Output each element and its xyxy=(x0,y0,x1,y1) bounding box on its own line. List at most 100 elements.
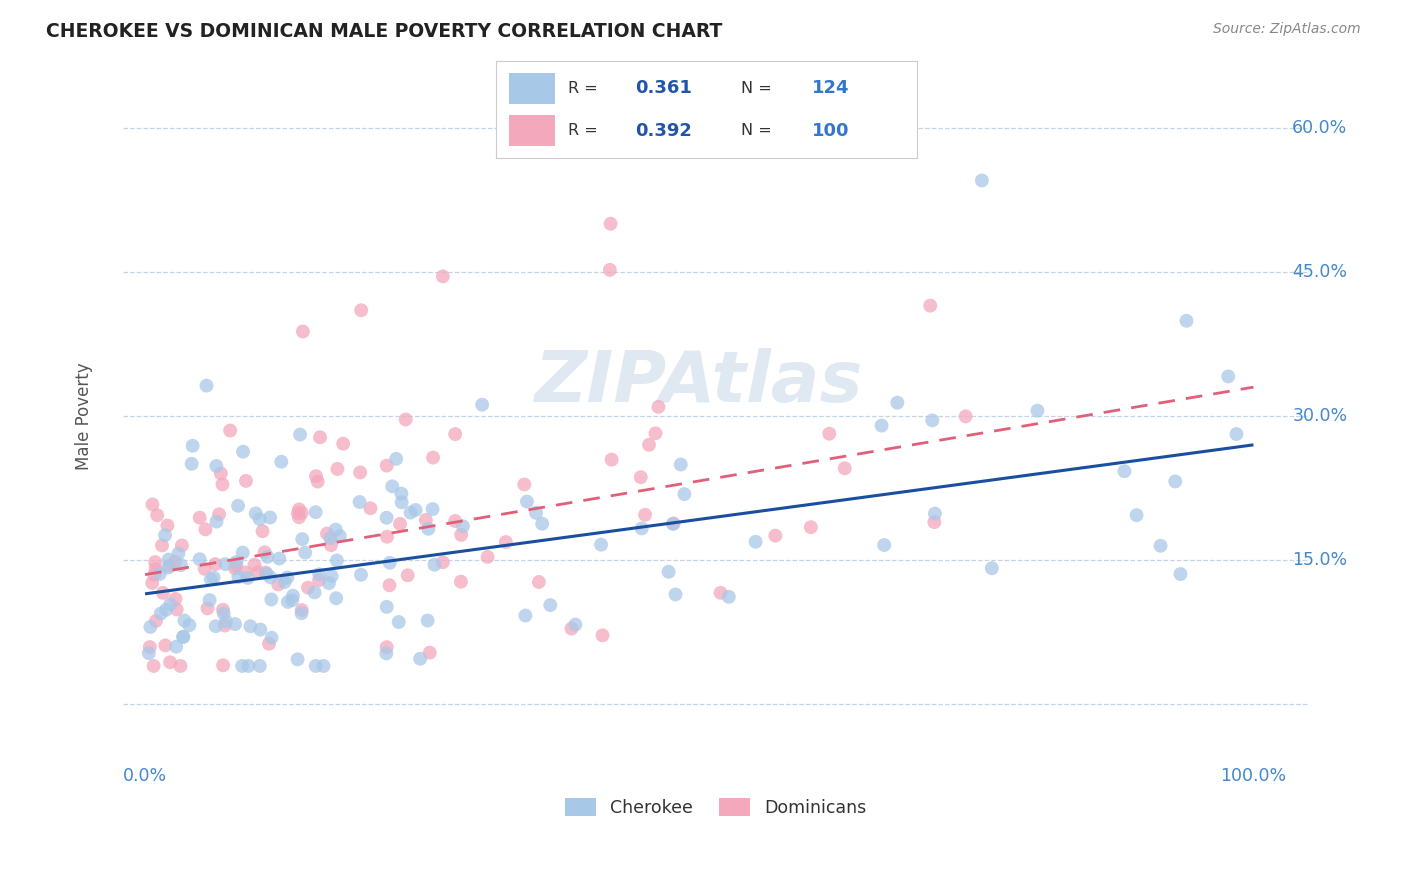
Point xyxy=(260,592,283,607)
Point xyxy=(305,469,328,483)
Point xyxy=(513,477,536,491)
Point xyxy=(515,608,537,623)
Point xyxy=(209,467,232,481)
Point xyxy=(1149,539,1171,553)
Point xyxy=(375,647,398,661)
Text: 100.0%: 100.0% xyxy=(1220,767,1286,785)
Point xyxy=(188,510,211,524)
Point xyxy=(257,637,280,651)
Point xyxy=(630,521,652,535)
Point xyxy=(170,539,193,553)
Point xyxy=(167,546,190,560)
Point xyxy=(375,599,398,614)
Point xyxy=(538,598,561,612)
Point xyxy=(202,570,225,584)
Point xyxy=(834,461,856,475)
Point xyxy=(287,652,309,666)
Point xyxy=(389,486,412,500)
Point xyxy=(450,528,472,542)
Point xyxy=(1170,567,1192,582)
Point xyxy=(139,620,162,634)
Point xyxy=(658,565,681,579)
Point xyxy=(385,451,408,466)
Point xyxy=(638,438,661,452)
Point xyxy=(153,528,176,542)
Point xyxy=(159,558,181,573)
Point xyxy=(291,532,314,546)
Point xyxy=(287,506,309,520)
Point xyxy=(247,565,270,579)
Point xyxy=(419,646,441,660)
Point xyxy=(214,618,236,632)
Point xyxy=(173,614,195,628)
Point xyxy=(308,573,330,587)
Point xyxy=(219,424,242,438)
Point xyxy=(381,479,404,493)
Point xyxy=(451,519,474,533)
Point xyxy=(195,378,218,392)
Point xyxy=(139,640,162,654)
Point xyxy=(332,436,354,450)
Text: ZIPAtlas: ZIPAtlas xyxy=(536,348,863,417)
Point xyxy=(395,412,418,426)
Point xyxy=(450,574,472,589)
Point xyxy=(405,503,427,517)
Point xyxy=(662,516,685,531)
Point xyxy=(152,586,174,600)
Point xyxy=(281,589,304,603)
Point xyxy=(970,173,993,187)
Point xyxy=(415,513,437,527)
Point xyxy=(350,303,373,318)
Point xyxy=(600,452,623,467)
Point xyxy=(198,593,221,607)
Point xyxy=(886,395,908,409)
Point xyxy=(159,597,181,611)
Text: 45.0%: 45.0% xyxy=(1292,263,1347,281)
Point xyxy=(318,576,340,591)
Point xyxy=(260,631,283,645)
Point xyxy=(150,538,173,552)
Point xyxy=(157,552,180,566)
Point xyxy=(270,455,292,469)
Point xyxy=(1225,427,1247,442)
Point xyxy=(647,400,669,414)
Point xyxy=(316,526,339,541)
Point xyxy=(138,646,160,660)
Point xyxy=(245,507,267,521)
Point xyxy=(873,538,896,552)
Point xyxy=(236,571,259,585)
Point xyxy=(1175,314,1198,328)
Point xyxy=(349,466,371,480)
Point xyxy=(194,562,217,576)
Point xyxy=(197,601,219,615)
Point xyxy=(1164,475,1187,489)
Point xyxy=(205,458,228,473)
Point xyxy=(955,409,977,424)
Point xyxy=(226,499,249,513)
Point xyxy=(256,566,278,581)
Point xyxy=(212,603,235,617)
Point xyxy=(375,640,398,654)
Point xyxy=(444,427,467,442)
Point xyxy=(267,577,290,591)
Point xyxy=(208,508,231,522)
Point xyxy=(228,570,250,584)
Point xyxy=(630,470,652,484)
Point xyxy=(662,516,685,531)
Point xyxy=(288,502,311,516)
Point xyxy=(294,545,316,559)
Point xyxy=(396,568,419,582)
Point xyxy=(157,560,180,574)
Point xyxy=(1125,508,1147,523)
Point xyxy=(305,659,328,673)
Point xyxy=(495,535,517,549)
Point xyxy=(159,655,181,669)
Point xyxy=(921,413,943,427)
Point xyxy=(238,659,260,673)
Point xyxy=(145,562,167,576)
Point xyxy=(211,477,233,491)
Point xyxy=(276,570,298,584)
Point xyxy=(375,458,398,473)
Point xyxy=(291,603,314,617)
Point xyxy=(200,572,222,586)
